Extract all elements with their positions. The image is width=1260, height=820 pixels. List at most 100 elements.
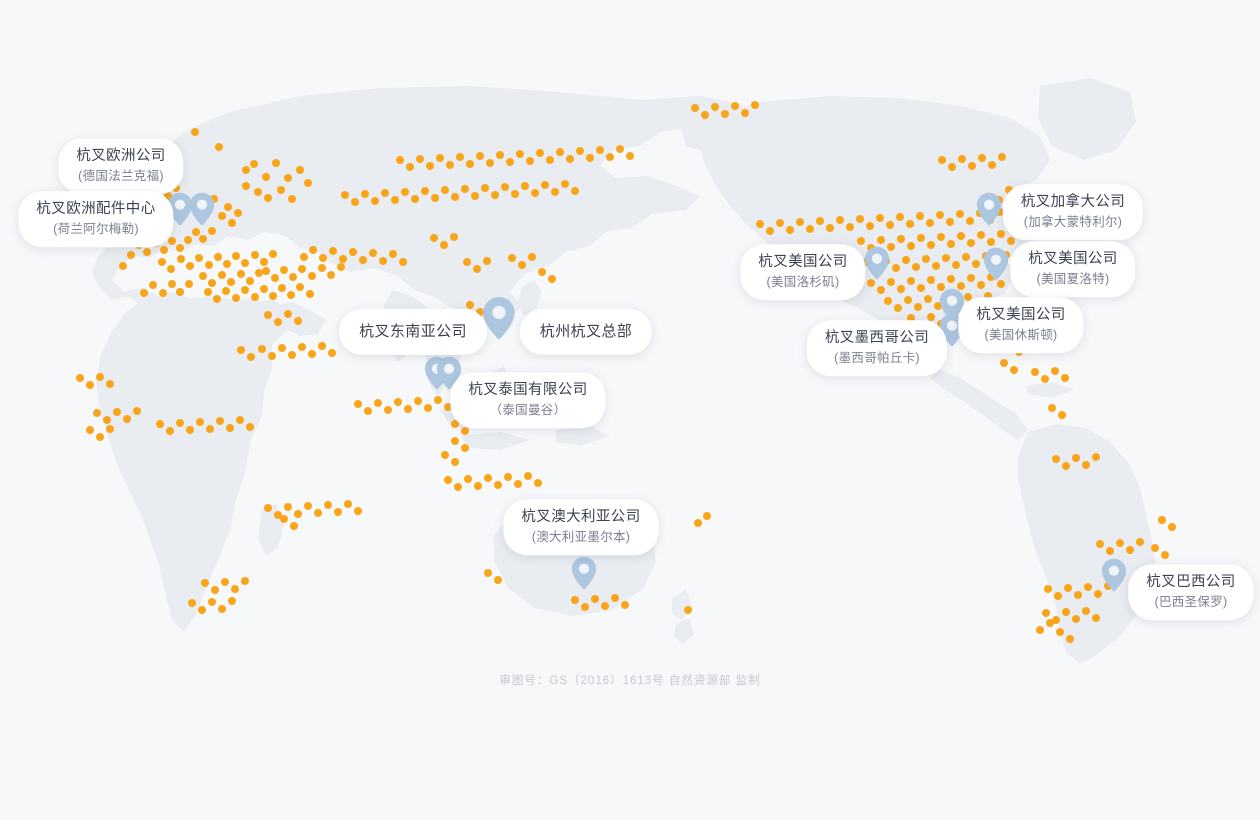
dealer-dot (506, 158, 514, 166)
pin-brazil-sao-paulo[interactable] (1101, 558, 1127, 592)
label-title: 杭叉美国公司 (1028, 251, 1118, 268)
dealer-dot (186, 426, 194, 434)
dealer-dot (280, 266, 288, 274)
dealer-dot (1126, 546, 1134, 554)
dealer-dot (191, 128, 199, 136)
label-usa-houston[interactable]: 杭叉美国公司 (美国休斯顿) (958, 297, 1084, 353)
dealer-dot (987, 238, 995, 246)
dealer-dot (1082, 607, 1090, 615)
dealer-dot (481, 184, 489, 192)
dealer-dot (158, 258, 166, 266)
dealer-dot (140, 289, 148, 297)
dealer-dot (337, 263, 345, 271)
dealer-dot (308, 350, 316, 358)
dealer-dot (215, 143, 223, 151)
dealer-dot (988, 161, 996, 169)
dealer-dot (1116, 539, 1124, 547)
dealer-dot (857, 237, 865, 245)
dealer-dot (450, 233, 458, 241)
dealer-dot (463, 258, 471, 266)
dealer-dot (166, 427, 174, 435)
dealer-dot (374, 399, 382, 407)
dealer-dot (978, 154, 986, 162)
dealer-dot (494, 481, 502, 489)
dealer-dot (284, 174, 292, 182)
dealer-dot (222, 287, 230, 295)
dealer-dot (426, 162, 434, 170)
pin-australia-melbourne[interactable] (571, 556, 597, 590)
dealer-dot (1136, 538, 1144, 546)
label-southeast-asia-company[interactable]: 杭叉东南亚公司 (339, 308, 487, 356)
dealer-dot (123, 415, 131, 423)
label-canada-company[interactable]: 杭叉加拿大公司 (加拿大蒙特利尔) (1002, 184, 1144, 240)
dealer-dot (977, 281, 985, 289)
dealer-dot (96, 373, 104, 381)
dealer-dot (906, 220, 914, 228)
dealer-dot (246, 423, 254, 431)
dealer-dot (561, 180, 569, 188)
pin-europe-parts-center[interactable] (167, 192, 193, 226)
dealer-dot (886, 221, 894, 229)
pin-usa-charlotte[interactable] (983, 247, 1009, 281)
dealer-dot (694, 519, 702, 527)
dealer-dot (268, 352, 276, 360)
dealer-dot (258, 345, 266, 353)
pin-europe-company[interactable] (189, 192, 215, 226)
pin-hangzhou-headquarters[interactable] (482, 296, 516, 340)
label-thailand-company[interactable]: 杭叉泰国有限公司 （泰国曼谷） (450, 372, 606, 428)
dealer-dot (211, 586, 219, 594)
dealer-dot (917, 284, 925, 292)
pin-usa-los-angeles[interactable] (864, 246, 890, 280)
label-australia-company[interactable]: 杭叉澳大利亚公司 (澳大利亚墨尔本) (503, 499, 659, 555)
dealer-dot (907, 314, 915, 322)
dealer-dot (436, 154, 444, 162)
dealer-dot (947, 240, 955, 248)
dealer-dot (461, 444, 469, 452)
dealer-dot (856, 215, 864, 223)
label-europe-parts-center[interactable]: 杭叉欧洲配件中心 (荷兰阿尔梅勒) (18, 191, 174, 247)
dealer-dot (496, 151, 504, 159)
dealer-dot (1094, 590, 1102, 598)
dealer-dot (394, 398, 402, 406)
dealer-dot (1048, 404, 1056, 412)
dealer-dot (318, 264, 326, 272)
dealer-dot (204, 288, 212, 296)
dealer-dot (280, 515, 288, 523)
label-usa-charlotte[interactable]: 杭叉美国公司 (美国夏洛特) (1010, 241, 1136, 297)
dealer-dot (1051, 367, 1059, 375)
dealer-dot (1010, 366, 1018, 374)
label-usa-los-angeles[interactable]: 杭叉美国公司 (美国洛杉矶) (740, 244, 866, 300)
dealer-dot (1082, 461, 1090, 469)
dealer-dot (287, 291, 295, 299)
label-subtitle: (澳大利亚墨尔本) (531, 529, 631, 544)
dealer-dot (626, 152, 634, 160)
dealer-dot (1084, 583, 1092, 591)
dealer-dot (1092, 614, 1100, 622)
dealer-dot (328, 349, 336, 357)
dealer-dot (434, 396, 442, 404)
dealer-dot (431, 194, 439, 202)
dealer-dot (296, 166, 304, 174)
label-brazil-company[interactable]: 杭叉巴西公司 (巴西圣保罗) (1128, 564, 1254, 620)
dealer-dot (324, 501, 332, 509)
dealer-dot (491, 191, 499, 199)
dealer-dot (319, 254, 327, 262)
dealer-dot (199, 235, 207, 243)
dealer-dot (440, 241, 448, 249)
dealer-dot (421, 187, 429, 195)
dealer-dot (473, 265, 481, 273)
pin-canada-montreal[interactable] (976, 192, 1002, 226)
dealer-dot (232, 294, 240, 302)
label-mexico-company[interactable]: 杭叉墨西哥公司 (墨西哥帕丘卡) (806, 320, 948, 376)
dealer-dot (776, 219, 784, 227)
dealer-dot (241, 577, 249, 585)
dealer-dot (143, 248, 151, 256)
dealer-dot (586, 154, 594, 162)
dealer-dot (294, 510, 302, 518)
dealer-dot (894, 304, 902, 312)
label-hangzhou-headquarters[interactable]: 杭州杭叉总部 (519, 308, 653, 356)
dealer-dot (934, 302, 942, 310)
label-europe-company[interactable]: 杭叉欧洲公司 (德国法兰克福) (58, 138, 184, 194)
pin-usa-houston[interactable] (939, 288, 965, 322)
